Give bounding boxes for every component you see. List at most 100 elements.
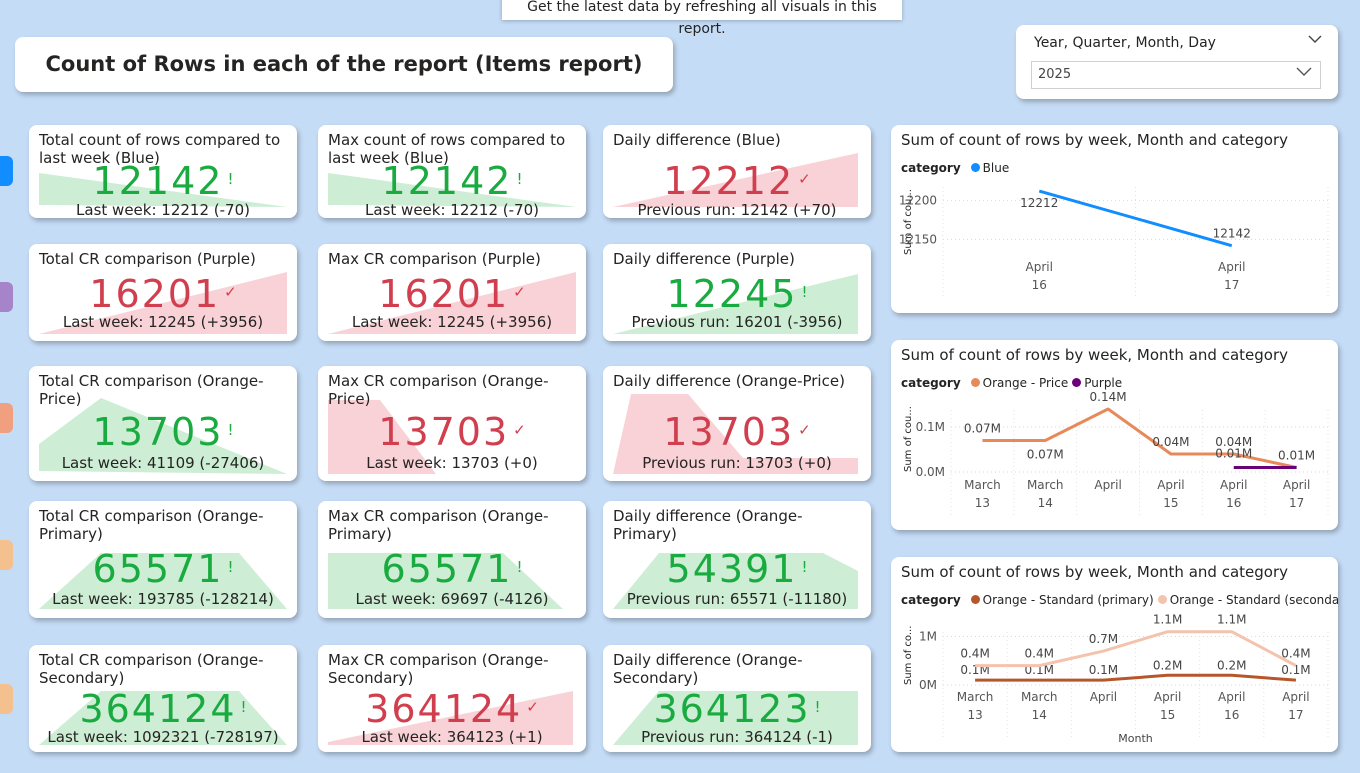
- kpi-title: Total count of rows compared to last wee…: [39, 131, 281, 167]
- chevron-down-icon[interactable]: [1308, 33, 1322, 48]
- kpi-title: Max count of rows compared to last week …: [328, 131, 566, 167]
- kpi-title: Total CR comparison (Orange-Price): [39, 372, 264, 408]
- x-tick-label: April: [1282, 690, 1309, 704]
- data-label: 0.7M: [1089, 632, 1118, 646]
- y-tick-label: 12200: [899, 193, 937, 207]
- kpi-card[interactable]: Max CR comparison (Orange-Primary) 65571!…: [318, 501, 586, 618]
- line-chart[interactable]: Sum of count of rows by week, Month and …: [891, 340, 1338, 530]
- kpi-card[interactable]: Total CR comparison (Purple) 16201 ✓ Last w…: [29, 244, 297, 341]
- x-tick-label: April: [1218, 690, 1245, 704]
- kpi-card[interactable]: Daily difference (Orange-Secondary) 36412…: [603, 645, 871, 752]
- line-chart[interactable]: Sum of count of rows by week, Month and …: [891, 557, 1338, 752]
- kpi-value: 16201 ✓: [378, 272, 526, 316]
- kpi-card[interactable]: Total count of rows compared to last wee…: [29, 125, 297, 218]
- kpi-value: 364123!: [653, 687, 821, 731]
- kpi-comparison: Previous run: 12142 (+70): [637, 201, 837, 218]
- kpi-comparison: Last week: 12245 (+3956): [351, 313, 553, 331]
- kpi-title: Daily difference (Orange-Primary): [613, 507, 803, 543]
- kpi-value: 13703!: [92, 410, 234, 454]
- report-title-box: Count of Rows in each of the report (Ite…: [15, 37, 673, 92]
- report-title: Count of Rows in each of the report (Ite…: [45, 52, 643, 76]
- kpi-comparison: Last week: 364123 (+1): [361, 728, 543, 746]
- x-axis-label: Month: [1118, 732, 1153, 745]
- kpi-card[interactable]: Max count of rows compared to last week …: [318, 125, 586, 218]
- series-line[interactable]: [975, 673, 1297, 682]
- legend-marker: [970, 163, 980, 172]
- data-label: 0.1M: [1089, 663, 1118, 677]
- x-tick-label: March: [964, 478, 1001, 492]
- alert-icon: !: [801, 558, 808, 576]
- x-tick-label: 17: [1224, 278, 1239, 292]
- date-slicer[interactable]: Year, Quarter, Month, Day 2025: [1016, 25, 1338, 99]
- kpi-card[interactable]: Daily difference (Purple) 12245! Previous …: [603, 244, 871, 341]
- kpi-card[interactable]: Daily difference (Blue) 12212 ✓ Previous ru…: [603, 125, 871, 218]
- x-tick-label: April: [1090, 690, 1117, 704]
- line-chart[interactable]: Sum of count of rows by week, Month and …: [891, 125, 1338, 313]
- check-icon: ✓: [513, 283, 526, 301]
- kpi-trend-area: [613, 394, 858, 474]
- kpi-card[interactable]: Max CR comparison (Orange-Secondary) 3641…: [318, 645, 586, 752]
- chart-plot: 0.1M 0.0M March 13 March 14 April April 15 April 1…: [916, 390, 1329, 516]
- series-line[interactable]: [975, 630, 1297, 668]
- kpi-trend-area: [39, 553, 287, 609]
- kpi-value: 54391!: [666, 547, 808, 591]
- x-tick-label: April: [1218, 260, 1245, 274]
- kpi-card[interactable]: Max CR comparison (Purple) 16201 ✓ Last wee…: [318, 244, 586, 341]
- y-tick-label: 0M: [919, 678, 937, 692]
- y-tick-label: 0.0M: [916, 465, 945, 479]
- kpi-value: 65571!: [92, 547, 234, 591]
- x-tick-label: 17: [1289, 496, 1304, 510]
- kpi-comparison: Last week: 193785 (-128214): [52, 590, 274, 608]
- legend-marker: [970, 595, 980, 604]
- page-tab-marker: [0, 684, 13, 714]
- alert-icon: !: [801, 283, 808, 301]
- page-tab-marker: [0, 403, 13, 433]
- kpi-card[interactable]: Daily difference (Orange-Primary) 54391! P…: [603, 501, 871, 618]
- chart-title: Sum of count of rows by week, Month and …: [901, 131, 1288, 149]
- y-tick-label: 12150: [899, 232, 937, 246]
- kpi-card[interactable]: Total CR comparison (Orange-Secondary) 36…: [29, 645, 297, 752]
- series-line[interactable]: [982, 407, 1297, 469]
- year-dropdown[interactable]: 2025: [1031, 61, 1321, 89]
- alert-icon: !: [240, 698, 247, 716]
- slicer-title: Year, Quarter, Month, Day: [1034, 35, 1216, 51]
- kpi-card[interactable]: Total CR comparison (Orange-Price) 13703!…: [29, 366, 297, 481]
- kpi-title: Daily difference (Orange-Price): [613, 372, 845, 390]
- kpi-comparison: Previous run: 364124 (-1): [641, 728, 833, 746]
- legend-entry[interactable]: Orange - Standard (primary): [982, 593, 1154, 607]
- legend-entry[interactable]: Blue: [982, 161, 1010, 175]
- data-label: 12142: [1213, 227, 1251, 241]
- x-tick-label: 15: [1160, 708, 1175, 722]
- chart-legend: category Orange - Price Purple: [901, 376, 1122, 390]
- data-label: 1.1M: [1153, 613, 1182, 627]
- legend-marker: [1072, 378, 1082, 387]
- x-tick-label: April: [1283, 478, 1310, 492]
- x-tick-label: March: [957, 690, 994, 704]
- kpi-value: 12142!: [92, 159, 234, 203]
- kpi-card[interactable]: Daily difference (Orange-Price) 13703 ✓ Pre…: [603, 366, 871, 481]
- kpi-comparison: Previous run: 13703 (+0): [642, 454, 832, 472]
- kpi-card[interactable]: Total CR comparison (Orange-Primary) 6557…: [29, 501, 297, 618]
- check-icon: ✓: [513, 421, 526, 439]
- kpi-title: Total CR comparison (Orange-Primary): [39, 507, 264, 543]
- legend-entry[interactable]: Orange - Price: [982, 376, 1069, 390]
- kpi-comparison: Last week: 41109 (-27406): [61, 454, 265, 472]
- kpi-trend-area: [39, 272, 287, 334]
- kpi-title: Daily difference (Blue): [613, 131, 781, 149]
- kpi-trend-area: [328, 173, 576, 207]
- chevron-down-icon[interactable]: [1296, 65, 1312, 81]
- kpi-comparison: Last week: 12212 (-70): [76, 201, 250, 218]
- legend-entry[interactable]: Orange - Standard (secondary): [1169, 593, 1338, 607]
- kpi-value: 12142!: [381, 159, 523, 203]
- data-label: 0.14M: [1090, 390, 1127, 404]
- chart-legend: category Orange - Standard (primary) Orang…: [901, 593, 1338, 607]
- x-tick-label: 13: [975, 496, 990, 510]
- data-label: 0.4M: [960, 647, 989, 661]
- series-line[interactable]: [1038, 189, 1233, 248]
- refresh-tooltip: Get the latest data by refreshing all vi…: [502, 0, 902, 37]
- kpi-comparison: Previous run: 65571 (-11180): [626, 590, 848, 608]
- data-label: 0.01M: [1278, 449, 1315, 463]
- legend-entry[interactable]: Purple: [1084, 376, 1123, 390]
- kpi-card[interactable]: Max CR comparison (Orange-Price) 13703 ✓ La…: [318, 366, 586, 481]
- kpi-value: 12212 ✓: [663, 159, 811, 203]
